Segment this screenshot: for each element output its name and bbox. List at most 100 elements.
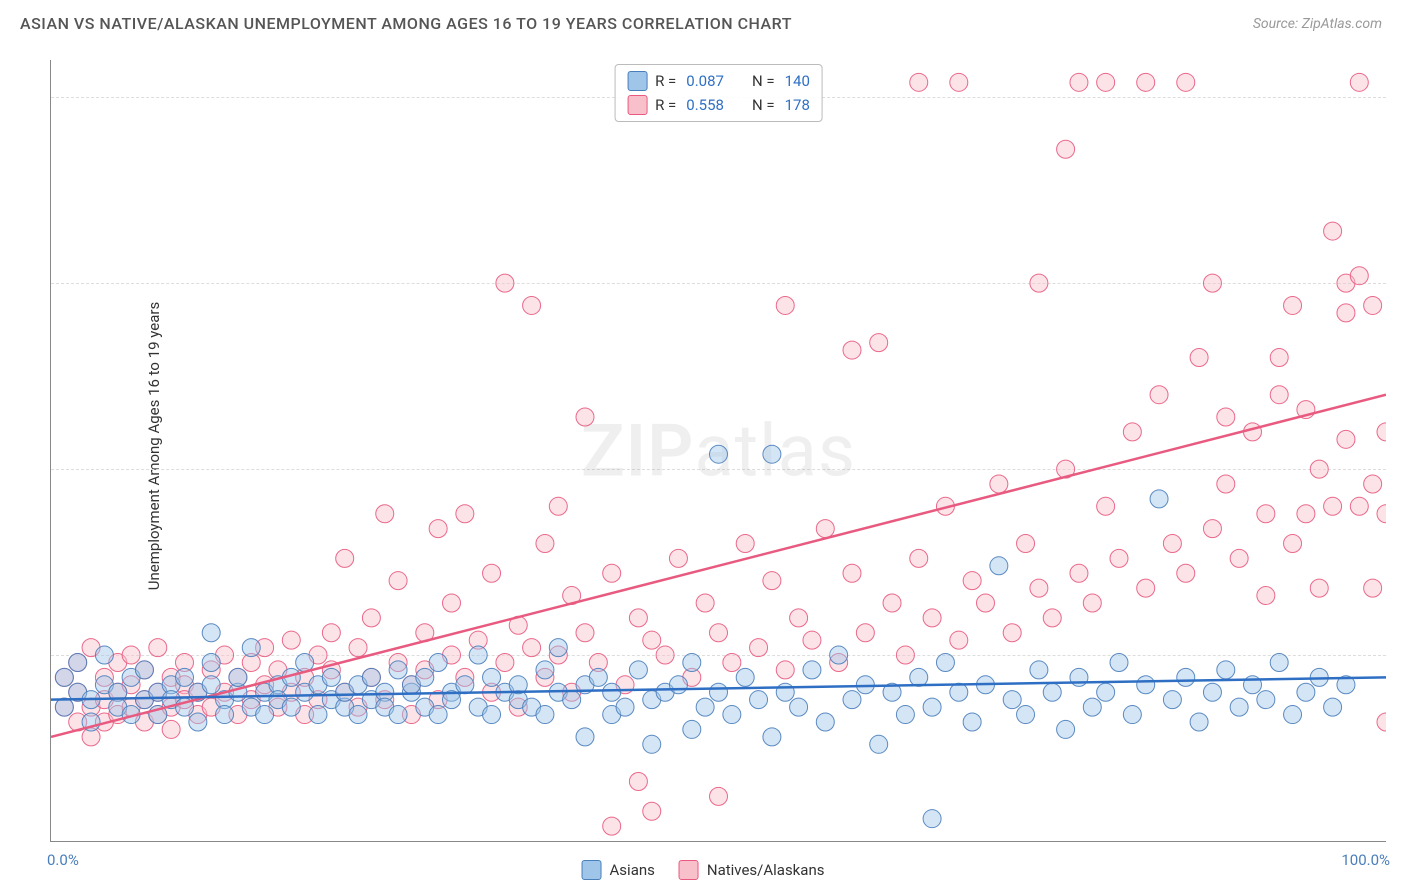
scatter-point — [376, 505, 394, 523]
scatter-point — [389, 572, 407, 590]
scatter-point — [1110, 653, 1128, 671]
scatter-point — [750, 691, 768, 709]
scatter-point — [603, 564, 621, 582]
scatter-point — [1150, 490, 1168, 508]
scatter-point — [1043, 683, 1061, 701]
scatter-point — [1217, 408, 1235, 426]
scatter-point — [843, 341, 861, 359]
scatter-point — [750, 639, 768, 657]
legend-bottom: Asians Natives/Alaskans — [582, 860, 825, 880]
scatter-point — [1244, 423, 1262, 441]
scatter-point — [616, 698, 634, 716]
scatter-point — [1137, 73, 1155, 91]
scatter-point — [1350, 497, 1368, 515]
scatter-point — [790, 698, 808, 716]
scatter-point — [1337, 304, 1355, 322]
scatter-point — [643, 802, 661, 820]
legend-label-asians: Asians — [610, 861, 655, 879]
scatter-point — [362, 668, 380, 686]
scatter-point — [1337, 430, 1355, 448]
scatter-point — [536, 706, 554, 724]
scatter-point — [643, 735, 661, 753]
scatter-point — [710, 683, 728, 701]
scatter-point — [1137, 579, 1155, 597]
scatter-point — [536, 534, 554, 552]
scatter-point — [883, 594, 901, 612]
scatter-point — [309, 706, 327, 724]
scatter-point — [1070, 73, 1088, 91]
scatter-point — [1377, 505, 1386, 523]
scatter-point — [576, 624, 594, 642]
scatter-point — [1297, 683, 1315, 701]
scatter-point — [1110, 549, 1128, 567]
scatter-point — [496, 653, 514, 671]
scatter-point — [763, 728, 781, 746]
scatter-point — [1364, 475, 1382, 493]
scatter-point — [763, 445, 781, 463]
legend-swatch-asians — [627, 71, 647, 91]
scatter-point — [336, 549, 354, 567]
legend-n-label: N = — [752, 72, 775, 90]
scatter-point — [656, 646, 674, 664]
scatter-point — [549, 639, 567, 657]
scatter-point — [1083, 594, 1101, 612]
scatter-point — [1097, 73, 1115, 91]
scatter-point — [429, 706, 447, 724]
scatter-point — [710, 445, 728, 463]
scatter-point — [1070, 564, 1088, 582]
scatter-point — [523, 639, 541, 657]
x-tick-right: 100.0% — [1341, 851, 1390, 869]
scatter-point — [483, 668, 501, 686]
scatter-point — [1324, 497, 1342, 515]
scatter-point — [1270, 653, 1288, 671]
scatter-point — [1284, 296, 1302, 314]
scatter-point — [135, 661, 153, 679]
scatter-point — [55, 668, 73, 686]
scatter-point — [1097, 683, 1115, 701]
scatter-point — [496, 274, 514, 292]
scatter-point — [1177, 73, 1195, 91]
scatter-point — [1377, 713, 1386, 731]
scatter-point — [1097, 497, 1115, 515]
legend-r-value-asians: 0.087 — [686, 72, 724, 90]
scatter-point — [1057, 140, 1075, 158]
legend-r-label: R = — [655, 96, 676, 114]
scatter-point — [322, 668, 340, 686]
scatter-point — [963, 572, 981, 590]
scatter-point — [990, 475, 1008, 493]
scatter-point — [362, 609, 380, 627]
scatter-point — [683, 720, 701, 738]
scatter-point — [1030, 661, 1048, 679]
scatter-point — [1310, 460, 1328, 478]
scatter-point — [416, 668, 434, 686]
scatter-point — [843, 691, 861, 709]
legend-r-label: R = — [655, 72, 676, 90]
scatter-point — [1284, 534, 1302, 552]
scatter-point — [1163, 534, 1181, 552]
scatter-point — [936, 653, 954, 671]
scatter-point — [256, 706, 274, 724]
chart-title: ASIAN VS NATIVE/ALASKAN UNEMPLOYMENT AMO… — [20, 14, 792, 33]
scatter-point — [870, 334, 888, 352]
legend-bottom-item-natives: Natives/Alaskans — [679, 860, 825, 880]
scatter-point — [576, 728, 594, 746]
scatter-point — [456, 505, 474, 523]
scatter-point — [1017, 706, 1035, 724]
y-tick-label: 25.0% — [1396, 646, 1406, 664]
scatter-point — [1324, 698, 1342, 716]
scatter-point — [776, 683, 794, 701]
scatter-point — [389, 706, 407, 724]
scatter-point — [69, 653, 87, 671]
scatter-point — [603, 683, 621, 701]
scatter-point — [1203, 683, 1221, 701]
scatter-point — [723, 706, 741, 724]
scatter-point — [870, 735, 888, 753]
chart-plot-area: ZIPatlas R = 0.087 N = 140 R = 0.558 N =… — [50, 60, 1386, 842]
scatter-point — [1017, 534, 1035, 552]
scatter-point — [896, 646, 914, 664]
scatter-point — [990, 557, 1008, 575]
scatter-point — [856, 624, 874, 642]
scatter-point — [429, 520, 447, 538]
scatter-point — [296, 653, 314, 671]
legend-top: R = 0.087 N = 140 R = 0.558 N = 178 — [614, 64, 823, 122]
